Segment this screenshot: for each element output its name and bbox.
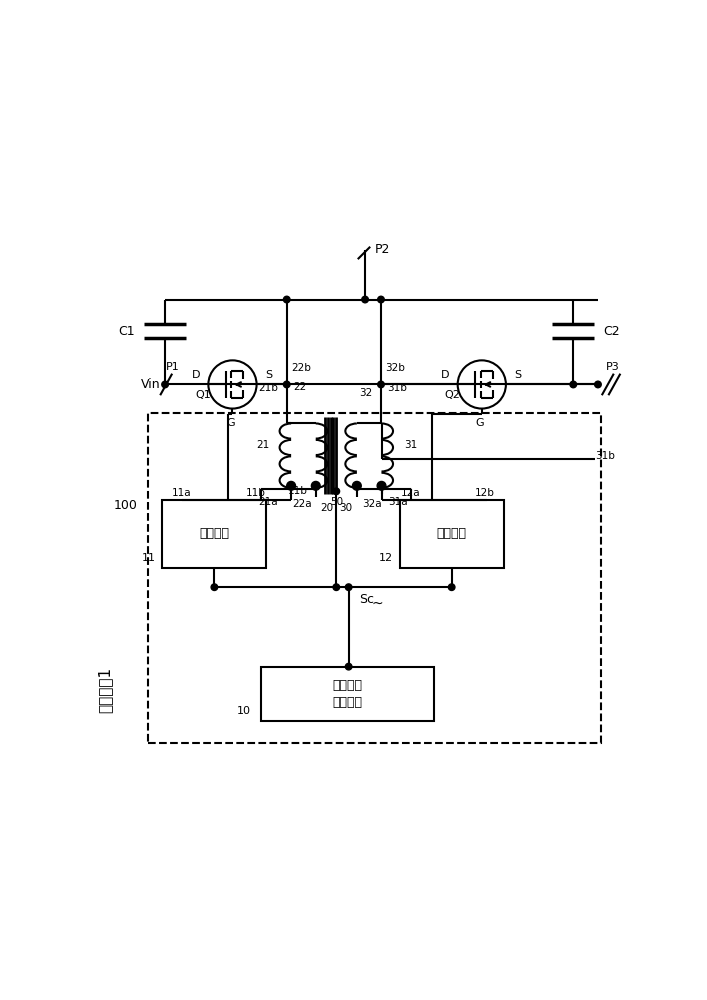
Circle shape bbox=[311, 481, 320, 490]
Circle shape bbox=[353, 481, 361, 490]
Text: 20: 20 bbox=[320, 503, 333, 513]
Circle shape bbox=[595, 381, 601, 388]
Text: P2: P2 bbox=[375, 243, 390, 256]
Text: D: D bbox=[441, 370, 450, 380]
Text: 产生电路: 产生电路 bbox=[332, 696, 362, 709]
Text: 31: 31 bbox=[404, 440, 418, 450]
Circle shape bbox=[378, 381, 385, 388]
Text: 12: 12 bbox=[379, 553, 393, 563]
Text: 11b: 11b bbox=[245, 488, 265, 498]
Text: 11b: 11b bbox=[288, 486, 308, 496]
Text: ~: ~ bbox=[372, 597, 383, 611]
Text: 22a: 22a bbox=[292, 499, 311, 509]
Text: 31a: 31a bbox=[388, 497, 408, 507]
Text: Vin: Vin bbox=[141, 378, 160, 391]
Text: 驱动电路: 驱动电路 bbox=[437, 527, 467, 540]
Text: C1: C1 bbox=[118, 325, 135, 338]
Circle shape bbox=[333, 488, 339, 495]
Text: P3: P3 bbox=[606, 362, 620, 372]
Bar bbox=[148, 413, 601, 743]
Text: 驱动电路: 驱动电路 bbox=[199, 527, 229, 540]
Text: 22: 22 bbox=[293, 382, 307, 392]
Text: 10: 10 bbox=[237, 706, 251, 716]
Text: D: D bbox=[192, 370, 200, 380]
Circle shape bbox=[377, 481, 386, 490]
Circle shape bbox=[284, 381, 290, 388]
Circle shape bbox=[345, 663, 352, 670]
Circle shape bbox=[162, 381, 168, 388]
Text: Q2: Q2 bbox=[445, 390, 460, 400]
Text: 12b: 12b bbox=[474, 488, 494, 498]
Text: 30: 30 bbox=[339, 503, 353, 513]
Circle shape bbox=[362, 296, 368, 303]
Text: S: S bbox=[514, 370, 521, 380]
Bar bbox=[261, 667, 433, 721]
Text: 21a: 21a bbox=[258, 497, 277, 507]
Circle shape bbox=[287, 481, 296, 490]
Circle shape bbox=[345, 584, 352, 590]
Text: S: S bbox=[265, 370, 272, 380]
Text: Sc: Sc bbox=[360, 593, 375, 606]
Text: C2: C2 bbox=[604, 325, 620, 338]
Text: 21: 21 bbox=[256, 440, 269, 450]
Text: 32: 32 bbox=[359, 388, 373, 398]
Text: 11: 11 bbox=[142, 553, 156, 563]
Text: G: G bbox=[476, 418, 484, 428]
Text: 50: 50 bbox=[329, 497, 343, 507]
Text: 22b: 22b bbox=[291, 363, 311, 373]
Circle shape bbox=[448, 584, 455, 590]
Text: 12a: 12a bbox=[401, 488, 421, 498]
Text: 21b: 21b bbox=[259, 383, 279, 393]
Circle shape bbox=[570, 381, 577, 388]
Text: 控制信号: 控制信号 bbox=[332, 679, 362, 692]
Text: G: G bbox=[226, 418, 235, 428]
Text: 11a: 11a bbox=[172, 488, 192, 498]
Text: Q1: Q1 bbox=[195, 390, 211, 400]
Text: 32a: 32a bbox=[363, 499, 382, 509]
Text: 32b: 32b bbox=[385, 363, 405, 373]
Circle shape bbox=[333, 584, 339, 590]
Bar bbox=[163, 500, 267, 568]
Text: 100: 100 bbox=[114, 499, 138, 512]
Text: 31b: 31b bbox=[595, 451, 615, 461]
Bar bbox=[399, 500, 503, 568]
Text: 实施方式1: 实施方式1 bbox=[98, 667, 112, 713]
Circle shape bbox=[284, 296, 290, 303]
Text: P1: P1 bbox=[166, 362, 180, 372]
Circle shape bbox=[378, 296, 385, 303]
Circle shape bbox=[211, 584, 218, 590]
Text: 31b: 31b bbox=[387, 383, 407, 393]
